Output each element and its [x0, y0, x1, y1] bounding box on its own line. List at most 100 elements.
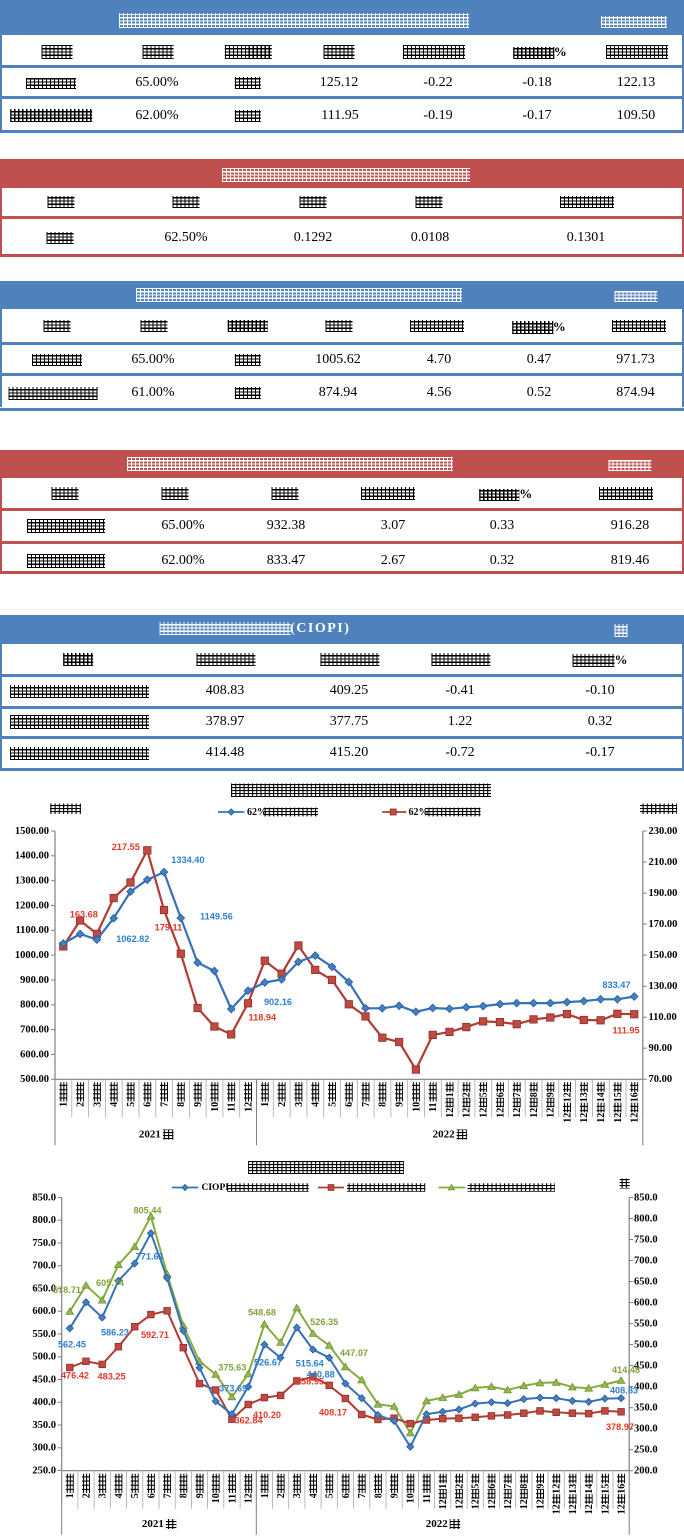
svg-text:12: 12 [596, 1113, 607, 1123]
svg-text:408.17: 408.17 [319, 1408, 347, 1418]
svg-text:9: 9 [546, 1092, 557, 1097]
svg-text:700.0: 700.0 [32, 1261, 56, 1272]
svg-text:450.0: 450.0 [32, 1374, 56, 1385]
svg-text:90.00: 90.00 [649, 1043, 673, 1054]
svg-text:7: 7 [357, 1493, 368, 1498]
svg-text:250.0: 250.0 [32, 1465, 56, 1476]
svg-text:12: 12 [584, 1504, 595, 1514]
svg-text:578.71: 578.71 [53, 1285, 81, 1295]
svg-text:548.68: 548.68 [248, 1308, 276, 1318]
svg-text:2: 2 [81, 1493, 92, 1498]
svg-text:163.68: 163.68 [70, 909, 98, 919]
svg-text:3: 3 [92, 1102, 103, 1107]
svg-text:650.0: 650.0 [32, 1283, 56, 1294]
svg-text:500.00: 500.00 [20, 1074, 49, 1085]
svg-text:500.0: 500.0 [634, 1340, 658, 1351]
svg-text:12: 12 [462, 1108, 473, 1118]
svg-text:9: 9 [195, 1493, 206, 1498]
svg-text:11: 11 [428, 1102, 439, 1111]
svg-text:5: 5 [479, 1092, 490, 1097]
svg-text:5: 5 [325, 1493, 336, 1498]
svg-text:9: 9 [535, 1484, 546, 1489]
svg-text:12: 12 [630, 1113, 641, 1123]
svg-text:8: 8 [378, 1102, 389, 1107]
svg-text:110.00: 110.00 [649, 1012, 677, 1023]
svg-text:6: 6 [143, 1102, 154, 1107]
svg-text:2: 2 [454, 1484, 465, 1489]
svg-text:4: 4 [308, 1493, 319, 1498]
svg-text:12: 12 [600, 1504, 611, 1514]
svg-text:400.0: 400.0 [634, 1382, 658, 1393]
svg-text:800.00: 800.00 [20, 1000, 49, 1011]
svg-text:1: 1 [438, 1484, 449, 1489]
svg-text:12: 12 [519, 1499, 530, 1509]
svg-text:1: 1 [260, 1102, 271, 1107]
svg-text:1: 1 [59, 1102, 70, 1107]
svg-text:8: 8 [373, 1493, 384, 1498]
svg-text:7: 7 [503, 1484, 514, 1489]
svg-text:150.00: 150.00 [649, 950, 678, 961]
svg-text:12: 12 [438, 1499, 449, 1509]
svg-text:3: 3 [292, 1493, 303, 1498]
svg-text:15: 15 [613, 1092, 624, 1102]
svg-text:12: 12 [562, 1113, 573, 1123]
svg-text:12: 12 [244, 1493, 255, 1503]
svg-text:458.95: 458.95 [296, 1377, 324, 1387]
svg-text:12: 12 [552, 1484, 563, 1494]
svg-text:12: 12 [568, 1504, 579, 1514]
svg-text:16: 16 [617, 1484, 628, 1494]
svg-text:7: 7 [159, 1102, 170, 1107]
svg-text:230.00: 230.00 [649, 826, 678, 837]
svg-text:62%: 62% [247, 807, 267, 818]
svg-text:12: 12 [495, 1108, 506, 1118]
svg-text:586.23: 586.23 [101, 1327, 129, 1337]
svg-text:8: 8 [519, 1484, 530, 1489]
svg-text:6: 6 [344, 1102, 355, 1107]
svg-text:11: 11 [422, 1494, 433, 1503]
svg-text:600.0: 600.0 [32, 1306, 56, 1317]
svg-text:1062.82: 1062.82 [116, 934, 149, 944]
svg-text:1: 1 [65, 1493, 76, 1498]
svg-text:2022: 2022 [433, 1129, 456, 1141]
svg-text:1100.00: 1100.00 [15, 925, 49, 936]
svg-text:3: 3 [294, 1102, 305, 1107]
svg-text:3: 3 [98, 1493, 109, 1498]
svg-text:902.16: 902.16 [264, 997, 292, 1007]
svg-text:800.0: 800.0 [32, 1215, 56, 1226]
svg-text:515.64: 515.64 [296, 1358, 325, 1368]
svg-text:800.0: 800.0 [634, 1213, 658, 1224]
svg-text:1149.56: 1149.56 [200, 911, 233, 921]
svg-text:450.0: 450.0 [634, 1361, 658, 1372]
svg-text:10: 10 [406, 1493, 417, 1503]
svg-text:111.95: 111.95 [613, 1026, 640, 1036]
svg-text:1400.00: 1400.00 [15, 851, 49, 862]
svg-text:10: 10 [210, 1102, 221, 1112]
svg-text:210.00: 210.00 [649, 857, 678, 868]
svg-text:300.0: 300.0 [32, 1443, 56, 1454]
svg-text:170.00: 170.00 [649, 919, 678, 930]
svg-text:70.00: 70.00 [649, 1074, 673, 1085]
svg-text:1: 1 [445, 1092, 456, 1097]
svg-text:6: 6 [341, 1493, 352, 1498]
svg-text:592.71: 592.71 [141, 1330, 169, 1340]
svg-text:483.25: 483.25 [98, 1372, 126, 1382]
svg-text:12: 12 [546, 1108, 557, 1118]
svg-text:2: 2 [76, 1102, 87, 1107]
svg-text:12: 12 [479, 1108, 490, 1118]
svg-text:CIOPI: CIOPI [202, 1183, 230, 1193]
svg-text:600.00: 600.00 [20, 1049, 49, 1060]
svg-text:850.0: 850.0 [32, 1192, 56, 1203]
svg-text:118.94: 118.94 [249, 1013, 277, 1023]
svg-text:12: 12 [445, 1108, 456, 1118]
svg-text:12: 12 [562, 1092, 573, 1102]
svg-text:414.48: 414.48 [612, 1365, 640, 1375]
svg-text:2: 2 [276, 1493, 287, 1498]
svg-text:8: 8 [176, 1102, 187, 1107]
svg-text:362.84: 362.84 [234, 1415, 263, 1425]
svg-text:62%: 62% [409, 807, 429, 818]
svg-text:11: 11 [227, 1102, 238, 1111]
svg-text:11: 11 [227, 1494, 238, 1503]
svg-text:12: 12 [613, 1113, 624, 1123]
svg-text:4: 4 [114, 1493, 125, 1498]
svg-text:12: 12 [243, 1102, 254, 1112]
